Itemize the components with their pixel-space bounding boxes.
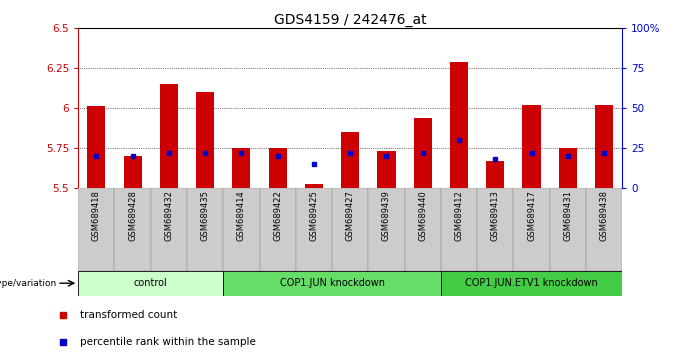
Text: genotype/variation: genotype/variation — [0, 279, 56, 288]
Bar — [114, 188, 151, 271]
Text: GSM689439: GSM689439 — [382, 190, 391, 241]
Bar — [332, 188, 369, 271]
Bar — [441, 188, 477, 271]
Text: GSM689435: GSM689435 — [201, 190, 209, 241]
Bar — [223, 271, 441, 296]
Bar — [78, 271, 223, 296]
Bar — [369, 188, 405, 271]
Bar — [160, 84, 178, 188]
Text: GSM689417: GSM689417 — [527, 190, 536, 241]
Bar — [87, 107, 105, 188]
Text: COP1.JUN.ETV1 knockdown: COP1.JUN.ETV1 knockdown — [465, 278, 598, 288]
Bar — [196, 92, 214, 188]
Bar — [78, 188, 114, 271]
Text: GSM689425: GSM689425 — [309, 190, 318, 241]
Bar — [450, 62, 468, 188]
Bar — [151, 188, 187, 271]
Title: GDS4159 / 242476_at: GDS4159 / 242476_at — [274, 13, 426, 27]
Bar — [522, 105, 541, 188]
Text: GSM689414: GSM689414 — [237, 190, 246, 241]
Bar — [586, 188, 622, 271]
Bar — [341, 132, 359, 188]
Bar — [377, 151, 396, 188]
Bar — [260, 188, 296, 271]
Bar — [223, 188, 260, 271]
Bar — [477, 188, 513, 271]
Text: GSM689418: GSM689418 — [92, 190, 101, 241]
Bar — [124, 156, 141, 188]
Bar — [595, 105, 613, 188]
Text: percentile rank within the sample: percentile rank within the sample — [80, 337, 256, 347]
Bar — [486, 161, 505, 188]
Bar — [413, 118, 432, 188]
Text: GSM689432: GSM689432 — [165, 190, 173, 241]
Text: GSM689427: GSM689427 — [345, 190, 355, 241]
Bar — [187, 188, 223, 271]
Bar — [405, 188, 441, 271]
Text: GSM689413: GSM689413 — [491, 190, 500, 241]
Text: GSM689412: GSM689412 — [454, 190, 464, 241]
Text: GSM689422: GSM689422 — [273, 190, 282, 241]
Bar — [269, 148, 287, 188]
Bar — [233, 148, 250, 188]
Text: transformed count: transformed count — [80, 310, 177, 320]
Bar — [441, 271, 622, 296]
Text: GSM689438: GSM689438 — [600, 190, 609, 241]
Bar — [559, 148, 577, 188]
Text: GSM689428: GSM689428 — [128, 190, 137, 241]
Text: GSM689431: GSM689431 — [563, 190, 573, 241]
Bar — [296, 188, 332, 271]
Bar — [513, 188, 549, 271]
Bar — [549, 188, 586, 271]
Text: GSM689440: GSM689440 — [418, 190, 427, 241]
Bar — [305, 184, 323, 188]
Text: COP1.JUN knockdown: COP1.JUN knockdown — [279, 278, 385, 288]
Text: control: control — [134, 278, 167, 288]
